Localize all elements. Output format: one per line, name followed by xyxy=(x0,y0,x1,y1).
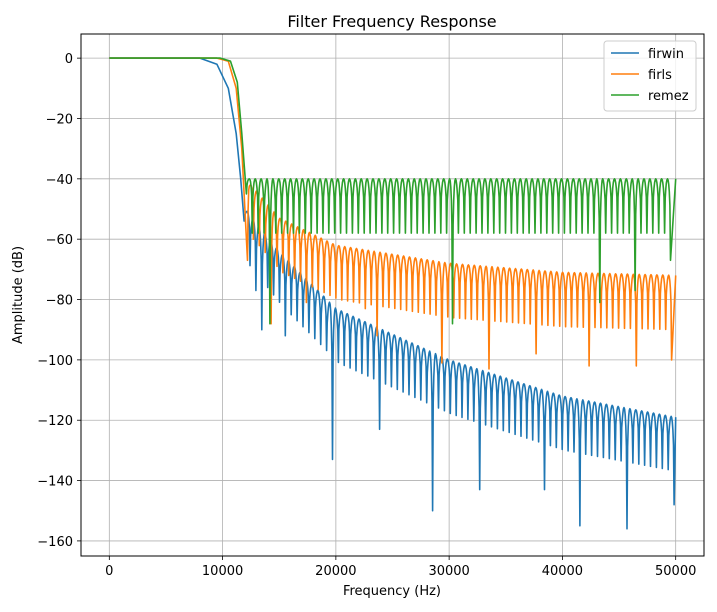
y-tick-label: 0 xyxy=(65,52,73,67)
y-tick-label: −140 xyxy=(37,475,73,490)
x-tick-label: 20000 xyxy=(315,564,356,579)
y-tick-label: −120 xyxy=(37,414,73,429)
x-axis-label: Frequency (Hz) xyxy=(343,584,441,599)
y-axis-label: Amplitude (dB) xyxy=(11,246,26,344)
x-tick-label: 30000 xyxy=(428,564,469,579)
x-tick-label: 40000 xyxy=(542,564,583,579)
chart-title: Filter Frequency Response xyxy=(287,12,496,31)
y-tick-label: −60 xyxy=(46,233,73,248)
x-tick-label: 0 xyxy=(105,564,113,579)
legend-label-firls: firls xyxy=(648,68,672,83)
series-line-remez xyxy=(109,57,677,325)
series-line-firwin xyxy=(109,57,677,530)
axes-frame xyxy=(80,33,705,557)
y-tick-label: −20 xyxy=(46,112,73,127)
x-tick-label: 10000 xyxy=(202,564,243,579)
plot-area xyxy=(109,57,677,530)
y-axis: 0 −20 −40 −60 −80 −100 −120 −140 −160 xyxy=(37,52,81,550)
legend-label-firwin: firwin xyxy=(648,47,684,62)
x-axis: 0 10000 20000 30000 40000 50000 xyxy=(105,556,696,579)
legend-label-remez: remez xyxy=(648,89,689,104)
series-line-firls xyxy=(109,57,677,370)
grid xyxy=(81,34,704,556)
y-tick-label: −160 xyxy=(37,535,73,550)
legend: firwin firls remez xyxy=(603,40,697,112)
legend-box xyxy=(603,40,697,112)
y-tick-label: −40 xyxy=(46,173,73,188)
x-tick-label: 50000 xyxy=(655,564,696,579)
y-tick-label: −80 xyxy=(46,294,73,309)
y-tick-label: −100 xyxy=(37,354,73,369)
